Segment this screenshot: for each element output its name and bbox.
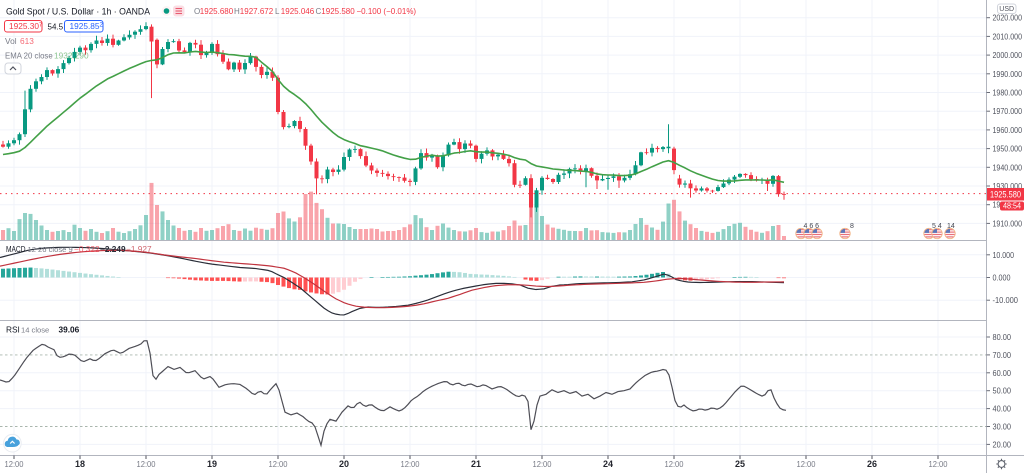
svg-text:1925.580: 1925.580 [321, 7, 355, 16]
svg-text:2020.000: 2020.000 [993, 13, 1023, 23]
svg-text:20.00: 20.00 [993, 439, 1012, 449]
svg-text:18: 18 [75, 459, 85, 469]
svg-text:Gold Spot / U.S. Dollar · 1h ·: Gold Spot / U.S. Dollar · 1h · OANDA [6, 7, 151, 17]
svg-text:O: O [194, 7, 200, 16]
svg-text:C: C [316, 7, 322, 16]
svg-text:-10.000: -10.000 [993, 295, 1019, 305]
svg-text:2010.000: 2010.000 [993, 31, 1023, 41]
svg-text:60.00: 60.00 [993, 368, 1012, 378]
svg-text:24: 24 [603, 459, 613, 469]
svg-text:12:00: 12:00 [269, 459, 288, 469]
svg-text:25: 25 [735, 459, 745, 469]
svg-text:1930.000: 1930.000 [993, 181, 1023, 191]
svg-text:1990.000: 1990.000 [993, 69, 1023, 79]
svg-text:RSI: RSI [6, 325, 20, 335]
svg-text:12:00: 12:00 [5, 459, 24, 469]
svg-text:20: 20 [339, 459, 349, 469]
svg-text:−1.927: −1.927 [126, 244, 152, 254]
svg-text:L: L [275, 7, 280, 16]
svg-text:4 6 6: 4 6 6 [804, 223, 820, 230]
svg-text:19: 19 [207, 459, 217, 469]
svg-text:12 26 close 9: 12 26 close 9 [28, 245, 73, 254]
svg-text:5 4: 5 4 [932, 223, 942, 230]
svg-text:1932.290: 1932.290 [54, 51, 89, 61]
svg-text:14: 14 [947, 223, 955, 230]
svg-text:0.000: 0.000 [993, 273, 1011, 283]
svg-text:1960.000: 1960.000 [993, 125, 1023, 135]
svg-text:1925.680: 1925.680 [200, 7, 234, 16]
svg-text:80.00: 80.00 [993, 332, 1012, 342]
svg-text:1925.852: 1925.852 [70, 21, 104, 31]
svg-text:1925.580: 1925.580 [990, 189, 1021, 200]
svg-text:70.00: 70.00 [993, 350, 1012, 360]
svg-text:H: H [234, 7, 240, 16]
svg-text:30.00: 30.00 [993, 422, 1012, 432]
svg-text:50.00: 50.00 [993, 386, 1012, 396]
svg-text:−0.322: −0.322 [74, 244, 100, 254]
svg-text:1927.672: 1927.672 [240, 7, 274, 16]
svg-text:1940.000: 1940.000 [993, 162, 1023, 172]
svg-text:−2.249: −2.249 [100, 244, 126, 254]
svg-text:14 close: 14 close [21, 326, 49, 335]
svg-text:21: 21 [471, 459, 481, 469]
svg-text:8: 8 [850, 223, 854, 230]
svg-text:40.00: 40.00 [993, 404, 1012, 414]
svg-text:1910.000: 1910.000 [993, 218, 1023, 228]
svg-text:Vol: Vol [5, 36, 17, 46]
svg-text:12:00: 12:00 [665, 459, 684, 469]
svg-text:1950.000: 1950.000 [993, 144, 1023, 154]
svg-text:12:00: 12:00 [929, 459, 948, 469]
svg-text:613: 613 [20, 36, 34, 46]
svg-text:48:54: 48:54 [1003, 202, 1021, 211]
svg-text:1980.000: 1980.000 [993, 88, 1023, 98]
svg-text:54.5: 54.5 [48, 23, 64, 32]
svg-text:12:00: 12:00 [401, 459, 420, 469]
svg-text:12:00: 12:00 [533, 459, 552, 469]
svg-text:1925.307: 1925.307 [9, 21, 43, 31]
svg-text:USD: USD [999, 6, 1014, 13]
svg-text:1970.000: 1970.000 [993, 106, 1023, 116]
svg-text:26: 26 [867, 459, 877, 469]
svg-text:1925.046: 1925.046 [281, 7, 315, 16]
svg-text:MACD: MACD [6, 244, 26, 254]
svg-text:−0.100 (−0.01%): −0.100 (−0.01%) [357, 7, 417, 16]
svg-text:10.000: 10.000 [993, 250, 1015, 260]
svg-text:39.06: 39.06 [59, 325, 80, 335]
svg-text:12:00: 12:00 [137, 459, 156, 469]
svg-text:12:00: 12:00 [797, 459, 816, 469]
svg-text:2000.000: 2000.000 [993, 50, 1023, 60]
svg-text:EMA 20 close: EMA 20 close [5, 52, 53, 61]
